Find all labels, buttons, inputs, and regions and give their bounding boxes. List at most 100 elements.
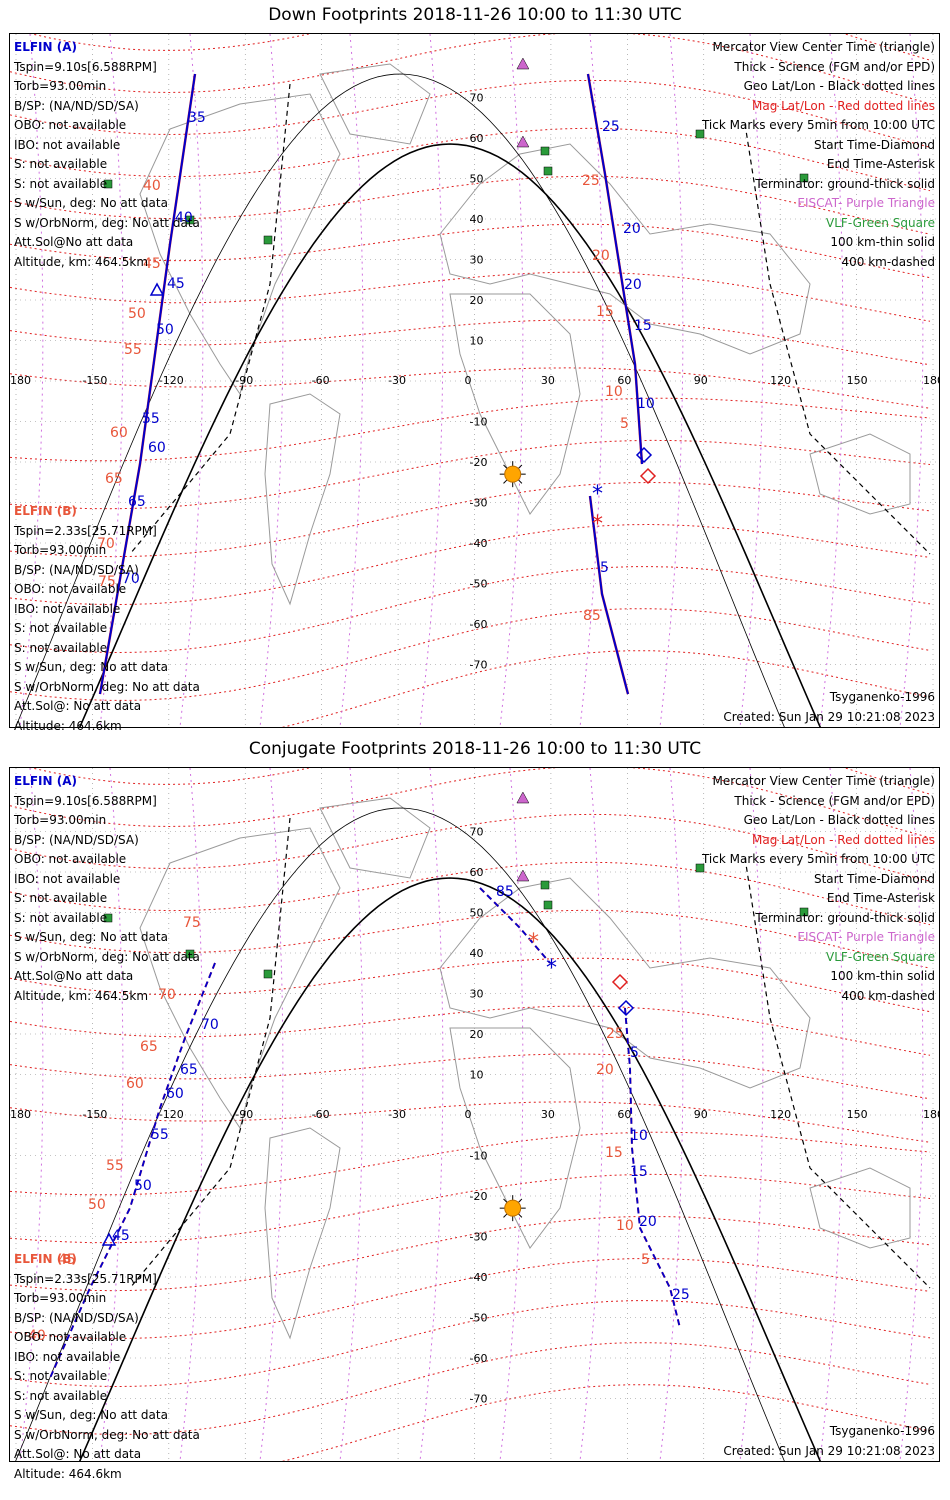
tick-label-a: 55 bbox=[142, 411, 160, 427]
eiscat-triangle-icon bbox=[516, 57, 530, 70]
mag-lat-line bbox=[10, 481, 931, 558]
continent-outline bbox=[809, 433, 911, 515]
legend-item: Tick Marks every 5min from 10:00 UTC bbox=[701, 118, 935, 132]
lon-tick-label: -60 bbox=[312, 374, 330, 387]
elfin-b-line: Torb=93.00min bbox=[14, 1291, 107, 1305]
lat-tick-label: 20 bbox=[470, 294, 484, 307]
lon-tick-label: 90 bbox=[694, 374, 708, 387]
tick-label-b: 15 bbox=[605, 1145, 623, 1161]
elfin-a-info: ELFIN (A) Tspin=9.10s[6.588RPM] Torb=93.… bbox=[14, 772, 200, 1006]
legend-item: 100 km-thin solid bbox=[830, 969, 935, 983]
continent-outline bbox=[439, 143, 811, 355]
mag-lat-line bbox=[10, 1131, 931, 1196]
track-elfin-a bbox=[624, 1007, 681, 1329]
panel-title-down: Down Footprints 2018-11-26 10:00 to 11:3… bbox=[268, 5, 682, 25]
model-name: Tsyganenko-1996 bbox=[829, 1424, 935, 1438]
credits: Tsyganenko-1996 Created: Sun Jan 29 10:2… bbox=[723, 688, 935, 727]
tick-label-b: 70 bbox=[97, 536, 115, 552]
elfin-a-line: Torb=93.00min bbox=[14, 813, 107, 827]
lat-tick-label: -20 bbox=[470, 456, 488, 469]
tick-label-a: 20 bbox=[624, 277, 642, 293]
mag-lat-line bbox=[10, 223, 931, 279]
mag-lon-line bbox=[739, 768, 764, 1461]
tick-label-a: 25 bbox=[602, 119, 620, 135]
tick-label-a: 60 bbox=[166, 1086, 184, 1102]
track-elfin-a bbox=[589, 495, 629, 695]
eiscat-triangle-icon bbox=[516, 791, 530, 804]
tick-label-a: 65 bbox=[180, 1062, 198, 1078]
tick-label-a: 25 bbox=[672, 1287, 690, 1303]
legend-item: Thick - Science (FGM and/or EPD) bbox=[734, 793, 935, 808]
credits: Tsyganenko-1996 Created: Sun Jan 29 10:2… bbox=[723, 1422, 935, 1461]
legend-item: VLF-Green Square bbox=[826, 215, 935, 230]
mag-lon-line bbox=[259, 34, 284, 727]
elfin-a-line: S w/Sun, deg: No att data bbox=[14, 930, 168, 944]
track-elfin-a bbox=[99, 73, 196, 695]
tick-label-a: 20 bbox=[639, 1214, 657, 1230]
vlf-square-icon bbox=[543, 166, 553, 176]
track-elfin-a bbox=[479, 887, 551, 964]
legend-item: Start Time-Diamond bbox=[813, 871, 935, 886]
terminator-100km bbox=[15, 73, 785, 727]
sun-icon bbox=[504, 465, 522, 483]
legend-item: 400 km-dashed bbox=[841, 254, 935, 269]
lat-tick-label: -10 bbox=[470, 416, 488, 429]
legend-item: Mag Lat/Lon - Red dotted lines bbox=[751, 832, 935, 847]
vlf-square-icon bbox=[185, 949, 195, 959]
legend-item: VLF-Green Square bbox=[826, 949, 935, 964]
lat-tick-label: 20 bbox=[470, 1028, 484, 1041]
lat-tick-label: 40 bbox=[470, 947, 484, 960]
elfin-a-line: Altitude, km: 464.5km bbox=[14, 988, 149, 1003]
mag-lon-line bbox=[419, 34, 444, 727]
elfin-a-info: ELFIN (A) Tspin=9.10s[6.588RPM] Torb=93.… bbox=[14, 38, 200, 272]
start-diamond-b-icon bbox=[639, 467, 657, 485]
elfin-b-name: ELFIN (B) bbox=[14, 1252, 77, 1266]
elfin-b-line: S w/OrbNorm, deg: No att data bbox=[14, 1427, 200, 1442]
vlf-square-icon bbox=[103, 913, 113, 923]
tick-label-a: 55 bbox=[151, 1127, 169, 1143]
lon-tick-label: -90 bbox=[235, 374, 253, 387]
lat-tick-label: -30 bbox=[470, 497, 488, 510]
lat-tick-label: -70 bbox=[470, 659, 488, 672]
legend-item: Start Time-Diamond bbox=[813, 137, 935, 152]
lon-tick-label: -30 bbox=[388, 1108, 406, 1121]
mag-lon-line bbox=[659, 34, 684, 727]
vlf-square-icon bbox=[799, 907, 809, 917]
elfin-a-line: IBO: not available bbox=[14, 137, 121, 152]
elfin-b-line: Altitude: 464.6km bbox=[14, 1466, 122, 1481]
mag-lat-line bbox=[10, 397, 931, 462]
elfin-b-name: ELFIN (B) bbox=[14, 504, 77, 518]
lon-tick-label: 90 bbox=[694, 1108, 708, 1121]
tick-label-b: 10 bbox=[605, 384, 623, 400]
vlf-square-icon bbox=[263, 235, 273, 245]
map-panel-conjugate: -180 -150 -120 -90 -60 -30 0 30 60 90 120 150 180 70 6… bbox=[9, 767, 940, 1481]
tick-label-a: 5 bbox=[600, 560, 609, 576]
lon-tick-label: -30 bbox=[388, 374, 406, 387]
terminator-ground bbox=[78, 877, 822, 1461]
sun-icon bbox=[504, 1199, 522, 1217]
lon-tick-label: 60 bbox=[617, 374, 631, 387]
center-triangle-icon bbox=[149, 282, 165, 296]
legend-item: Tick Marks every 5min from 10:00 UTC bbox=[701, 852, 935, 866]
mag-lat-line bbox=[10, 319, 931, 366]
mag-lat-line bbox=[10, 1053, 931, 1100]
mag-lon-line bbox=[499, 768, 524, 1461]
tick-label-b: 65 bbox=[140, 1039, 158, 1055]
lon-tick-label: 150 bbox=[847, 1108, 868, 1121]
tick-label-a: 15 bbox=[630, 1164, 648, 1180]
elfin-a-name: ELFIN (A) bbox=[14, 40, 77, 54]
lon-tick-label: 180 bbox=[923, 374, 939, 387]
terminator-400km bbox=[129, 817, 291, 1289]
tick-label-a: 50 bbox=[134, 1178, 152, 1194]
tick-label-b: 40 bbox=[28, 1328, 46, 1344]
elfin-a-line: OBO: not available bbox=[14, 118, 127, 132]
mag-lon-line bbox=[419, 768, 444, 1461]
legend: Mercator View Center Time (triangle) Thi… bbox=[702, 38, 935, 272]
lat-tick-label: 60 bbox=[470, 132, 484, 145]
vlf-square-icon bbox=[799, 173, 809, 183]
elfin-b-line: S w/OrbNorm, deg: No att data bbox=[14, 679, 200, 694]
vlf-square-icon bbox=[263, 969, 273, 979]
tick-label-b: 55 bbox=[124, 342, 142, 358]
vlf-square-icon bbox=[103, 179, 113, 189]
lat-tick-label: 10 bbox=[470, 1069, 484, 1082]
